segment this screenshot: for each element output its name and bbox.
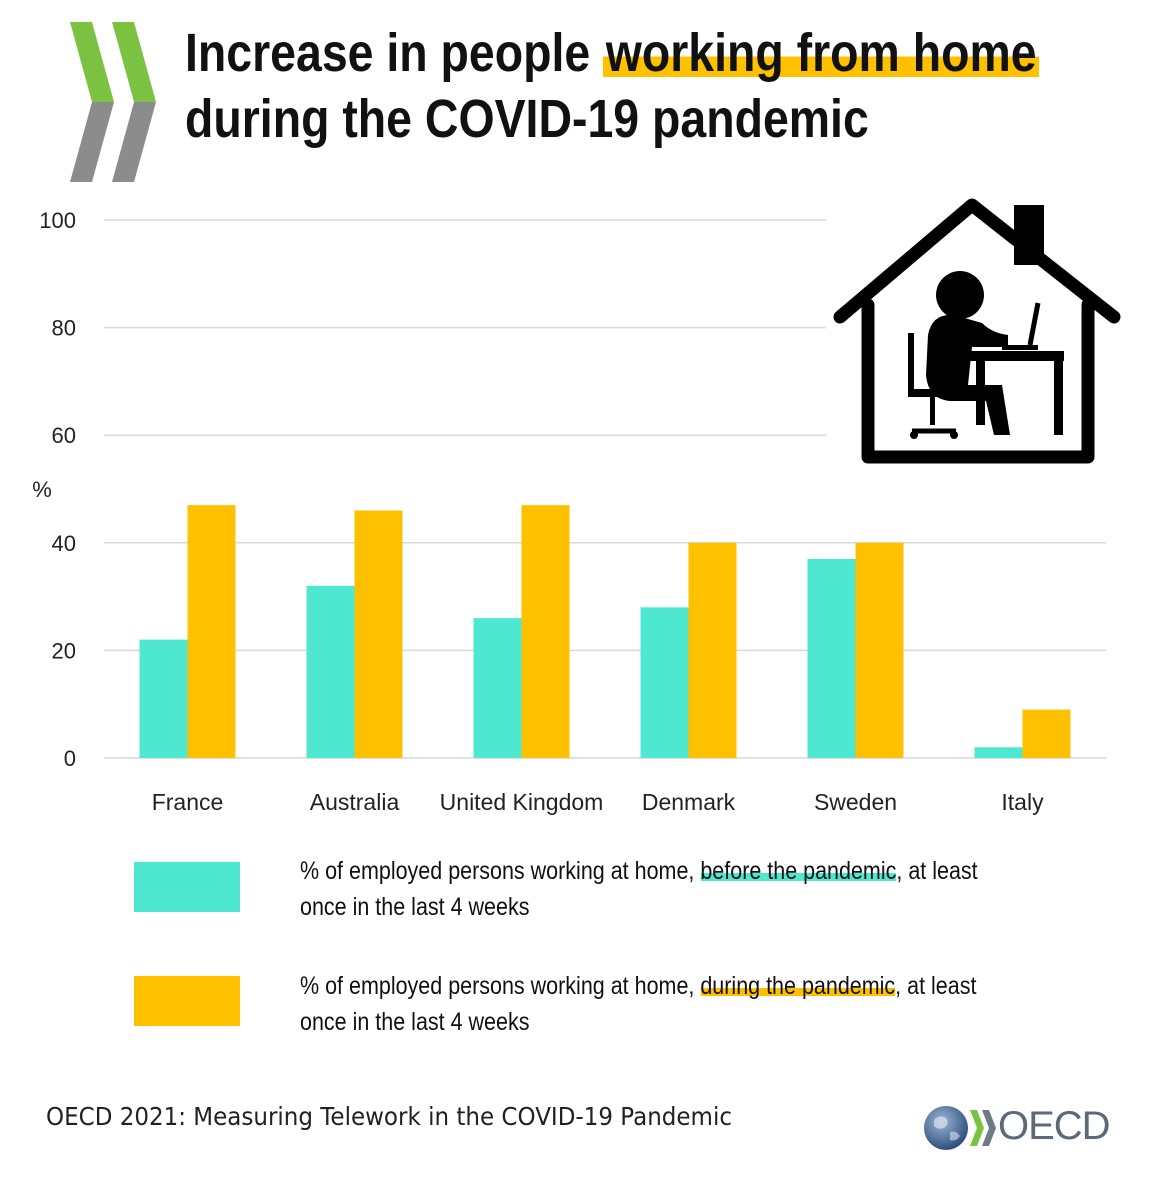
y-tick-label: 20 xyxy=(52,638,76,663)
bar-during xyxy=(688,542,737,758)
y-axis-label: % xyxy=(32,477,52,502)
bar-during xyxy=(1022,709,1071,758)
source-note: OECD 2021: Measuring Telework in the COV… xyxy=(46,1102,733,1131)
y-tick-label: 100 xyxy=(39,208,76,233)
oecd-wordmark: OECD xyxy=(998,1104,1111,1148)
bar-during xyxy=(187,505,236,758)
x-tick-label: France xyxy=(152,789,224,815)
x-tick-label: Sweden xyxy=(814,789,897,815)
bar-during xyxy=(354,510,403,758)
bar-before xyxy=(807,558,856,758)
bar-before xyxy=(974,747,1023,758)
bar-before xyxy=(640,607,689,758)
bar-before xyxy=(306,585,355,758)
y-tick-label: 0 xyxy=(64,746,76,771)
x-tick-label: Denmark xyxy=(642,789,736,815)
bar-during xyxy=(855,542,904,758)
x-tick-label: Australia xyxy=(310,789,400,815)
bar-before xyxy=(139,639,188,758)
bar-chart: 0 20 40 60 80 100% France Australia United Kingd… xyxy=(32,208,1106,815)
x-tick-label: Italy xyxy=(1001,789,1044,815)
oecd-chevrons-icon xyxy=(70,22,156,182)
home-office-icon xyxy=(833,198,1121,464)
legend-label-during: % of employed persons working at home, d… xyxy=(300,972,977,1036)
y-tick-label: 60 xyxy=(52,423,76,448)
legend-swatch-during xyxy=(134,976,240,1026)
legend-label-before: % of employed persons working at home, b… xyxy=(300,857,978,921)
oecd-logo: OECD xyxy=(922,1100,1122,1160)
legend-swatch-before xyxy=(134,862,240,912)
bar-during xyxy=(521,505,570,758)
title-highlight: working from home xyxy=(603,23,1040,83)
chart-title: Increase in people working from home dur… xyxy=(185,20,1040,152)
x-tick-label: United Kingdom xyxy=(440,789,604,815)
y-tick-label: 80 xyxy=(52,316,76,341)
y-tick-label: 40 xyxy=(52,531,76,556)
bar-before xyxy=(473,618,522,758)
globe-icon xyxy=(924,1106,996,1150)
